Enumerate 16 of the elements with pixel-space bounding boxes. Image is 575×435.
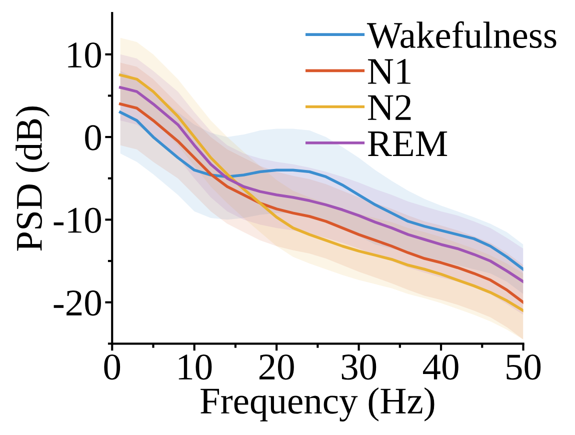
x-tick-label: 40 — [423, 354, 458, 380]
legend-label: N1 — [368, 59, 410, 84]
x-tick-label: 0 — [104, 354, 120, 380]
y-tick-label: -10 — [54, 208, 101, 234]
y-tick-label: 10 — [68, 42, 101, 68]
legend-label: N2 — [368, 95, 411, 120]
y-tick-label: 0 — [85, 125, 101, 150]
legend-label: REM — [368, 131, 448, 156]
y-tick-label: -20 — [54, 290, 101, 316]
y-axis-title: PSD (dB) — [16, 106, 50, 251]
x-tick-label: 50 — [506, 354, 541, 380]
legend-label: Wakefulness — [366, 21, 556, 48]
x-tick-label: 30 — [342, 354, 376, 380]
x-axis-title: Frequency (Hz) — [200, 387, 434, 422]
x-tick-label: 10 — [178, 354, 212, 380]
x-tick-label: 20 — [259, 354, 294, 380]
